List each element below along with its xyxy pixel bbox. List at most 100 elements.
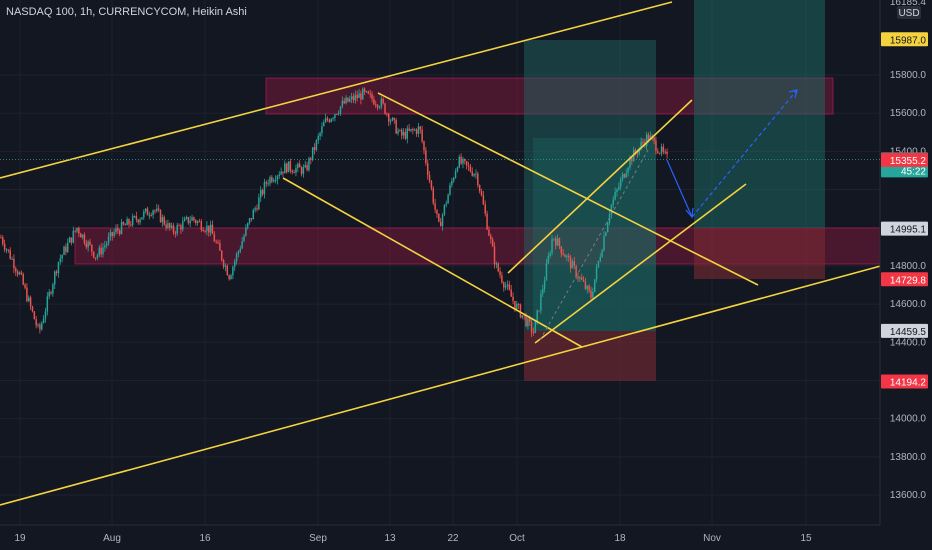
- candle: [371, 91, 373, 103]
- candle-body: [449, 185, 451, 195]
- candle: [117, 223, 119, 235]
- candle: [200, 218, 203, 233]
- candle: [332, 116, 334, 122]
- candle: [261, 188, 264, 197]
- price-badge-label: 15987.0: [890, 35, 927, 46]
- candle-body: [66, 242, 69, 252]
- candle: [504, 282, 507, 291]
- candle-body: [94, 257, 97, 259]
- candle: [354, 90, 357, 104]
- candle-body: [454, 171, 457, 179]
- candle-body: [438, 213, 440, 222]
- candle-body: [72, 230, 75, 243]
- candle-body: [2, 237, 4, 244]
- price-tick-label: 14800.0: [890, 261, 927, 272]
- candle: [410, 128, 412, 133]
- price-badge: 14729.8: [881, 272, 928, 287]
- candle-body: [26, 287, 28, 302]
- candle: [235, 252, 238, 265]
- candle-body: [272, 180, 275, 182]
- candle-body: [554, 238, 557, 246]
- candle-body: [33, 311, 36, 320]
- time-axis-label: 19: [14, 533, 26, 544]
- candle: [336, 113, 338, 116]
- candle-body: [358, 93, 360, 98]
- candle: [460, 153, 462, 165]
- candle: [532, 327, 535, 336]
- candle: [430, 180, 433, 191]
- candle: [387, 112, 390, 127]
- candle: [456, 166, 459, 173]
- candle-body: [11, 258, 13, 260]
- candle-body: [486, 213, 488, 230]
- price-badge-label: 14194.2: [890, 378, 927, 389]
- candle-body: [339, 106, 342, 114]
- candle: [363, 87, 366, 96]
- candle-body: [334, 114, 336, 118]
- candle-body: [642, 141, 644, 143]
- candle: [458, 154, 460, 169]
- candle: [105, 241, 108, 249]
- price-axis-ticks: 15800.0 15600.0 15400.0 14800.0 14600.0 14400…: [890, 70, 927, 501]
- candle: [29, 295, 32, 310]
- price-badge-bg: [881, 374, 928, 389]
- candle: [378, 105, 381, 110]
- candle-body: [592, 291, 594, 298]
- candle: [451, 177, 453, 188]
- candle: [306, 161, 308, 172]
- candle: [324, 113, 327, 123]
- time-axis-label: Sep: [309, 533, 327, 544]
- candle: [191, 214, 193, 221]
- candle-body: [566, 255, 568, 258]
- candle-body: [579, 277, 581, 279]
- candle-body: [612, 199, 615, 205]
- candle: [254, 206, 256, 213]
- candle: [408, 124, 410, 132]
- candle: [373, 95, 375, 106]
- candle: [163, 215, 165, 227]
- candle-body: [254, 208, 256, 210]
- candle: [406, 125, 409, 144]
- candle: [599, 253, 602, 263]
- candle-body: [139, 219, 141, 223]
- candle: [267, 179, 269, 187]
- time-axis-label: 18: [614, 533, 626, 544]
- time-axis-label: Aug: [103, 533, 121, 544]
- candle: [653, 136, 655, 144]
- candle: [248, 217, 251, 225]
- candle-body: [215, 241, 217, 243]
- candle: [169, 222, 171, 232]
- candle: [508, 280, 511, 291]
- candle: [480, 188, 483, 197]
- candle-body: [276, 175, 279, 180]
- candle: [382, 97, 384, 105]
- candle: [202, 227, 204, 232]
- candle-body: [261, 190, 264, 195]
- candle: [152, 209, 154, 219]
- candle-body: [235, 253, 238, 262]
- candle: [287, 161, 290, 173]
- candle-body: [430, 181, 433, 189]
- candle: [126, 216, 128, 226]
- candle-body: [540, 293, 542, 311]
- candle-body: [209, 224, 212, 233]
- candle: [94, 257, 97, 261]
- candle: [55, 269, 58, 276]
- candle-body: [150, 215, 152, 217]
- candle-body: [428, 175, 431, 182]
- candle-body: [605, 232, 607, 237]
- candle-body: [259, 190, 262, 198]
- candle-body: [269, 177, 271, 184]
- candle: [551, 234, 553, 256]
- candle-body: [664, 151, 666, 153]
- candle: [2, 235, 4, 247]
- candle-body: [89, 241, 91, 245]
- candle: [612, 195, 615, 209]
- candle-body: [126, 219, 128, 226]
- candle: [274, 175, 277, 184]
- candle-body: [306, 165, 308, 171]
- candle-body: [130, 224, 132, 226]
- candle-body: [222, 260, 225, 267]
